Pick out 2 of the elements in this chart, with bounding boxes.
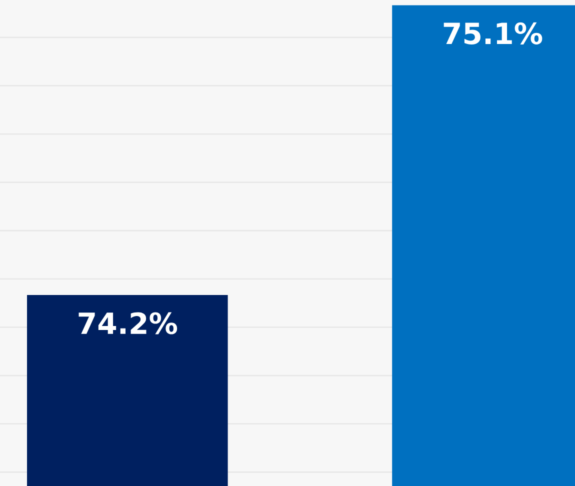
data-label: 75.1% <box>444 22 542 44</box>
data-label: 74.2% <box>78 312 178 334</box>
